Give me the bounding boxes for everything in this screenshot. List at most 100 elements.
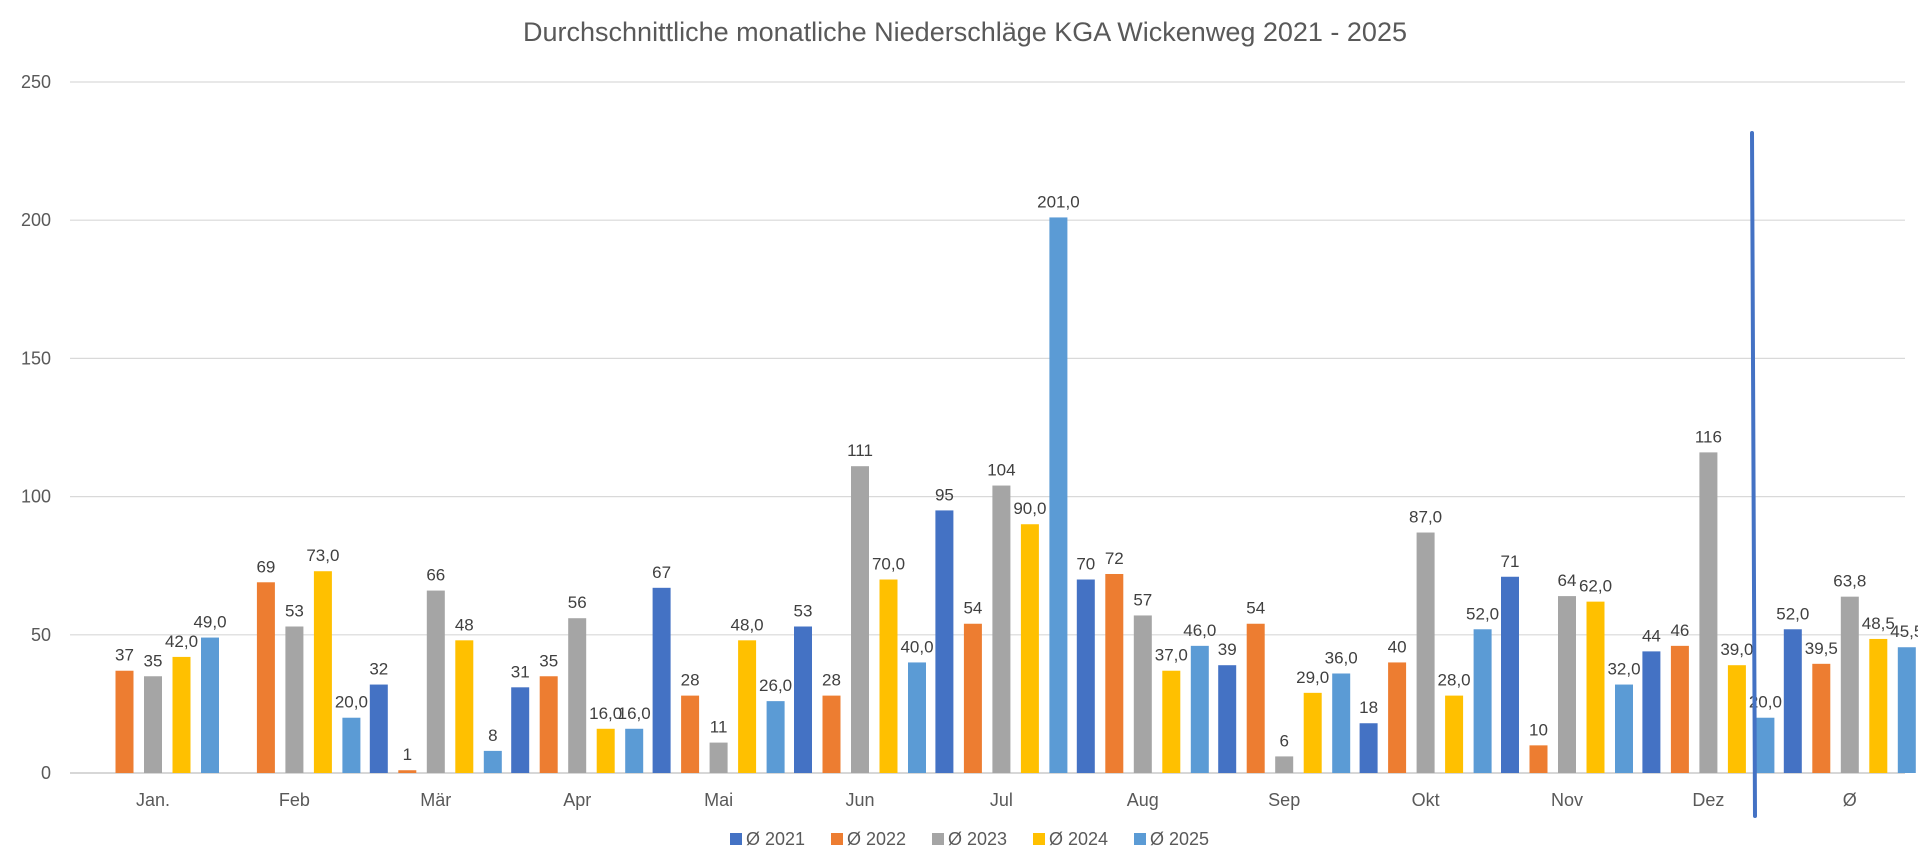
bar-avg-2024-dez [1727,665,1746,773]
bar-avg-2021-maer [369,684,388,773]
bar-avg-2025-okt [1473,629,1492,773]
y-tick-label-50: 50 [31,625,51,645]
data-label-avg-2025-nov: 32,0 [1607,660,1640,679]
bar-avg-2022-okt [1388,662,1407,773]
data-label-avg-2022-apr: 35 [539,651,558,670]
bar-avg-2022-nov [1529,745,1548,773]
data-label-avg-2023-jul: 104 [987,461,1015,480]
data-label-avg-2022-jan: 37 [115,646,134,665]
legend-swatch-avg-2021 [730,833,742,845]
bar-avg-2025-sep [1332,673,1351,773]
y-tick-label-150: 150 [21,348,51,368]
bar-avg-2021-avg [1783,629,1802,773]
bar-avg-2022-jun [822,695,841,773]
data-label-avg-2025-avg: 45,5 [1890,622,1918,641]
bar-avg-2023-feb [285,626,304,773]
data-label-avg-2022-mai: 28 [681,671,700,690]
x-tick-label-jun: Jun [845,790,874,810]
bar-avg-2022-mai [681,695,700,773]
data-label-avg-2024-apr: 16,0 [589,704,622,723]
data-label-avg-2024-avg: 48,5 [1862,614,1895,633]
bar-avg-2024-jul [1020,524,1039,773]
bar-avg-2024-feb [313,571,332,773]
data-label-avg-2024-jun: 70,0 [872,555,905,574]
data-label-avg-2021-jul: 95 [935,485,954,504]
x-tick-label-aug: Aug [1127,790,1159,810]
bar-avg-2025-feb [342,717,361,773]
bar-avg-2024-jan [172,656,191,773]
bar-avg-2022-avg [1812,663,1831,773]
bar-avg-2025-avg [1897,647,1916,773]
data-label-avg-2022-nov: 10 [1529,720,1548,739]
y-tick-label-0: 0 [41,763,51,783]
bar-avg-2023-sep [1275,756,1294,773]
data-label-avg-2025-feb: 20,0 [335,693,368,712]
bar-avg-2025-apr [625,728,644,773]
x-axis-category-labels: Jan. Feb Mär Apr Mai Jun Jul Aug Sep Okt Nov Dez Ø [136,790,1857,810]
data-label-avg-2022-dez: 46 [1670,621,1689,640]
data-label-avg-2024-maer: 48 [455,615,474,634]
data-label-avg-2022-okt: 40 [1388,637,1407,656]
bar-avg-2023-avg [1840,596,1859,773]
bar-avg-2021-jul [935,510,954,773]
data-label-avg-2021-sep: 39 [1218,640,1237,659]
bar-avg-2024-okt [1445,695,1464,773]
x-tick-label-jul: Jul [990,790,1013,810]
bar-avg-2025-dez [1756,717,1775,773]
data-label-avg-2025-dez: 20,0 [1749,693,1782,712]
separator [1750,131,1757,818]
data-labels: 32 31 67 53 95 70 39 18 71 44 52,0 37 69 1 35 28 28 54 72 5… [115,192,1918,764]
data-label-avg-2021-avg: 52,0 [1776,604,1809,623]
bar-avg-2023-jul [992,485,1011,773]
bar-avg-2022-sep [1246,623,1265,773]
data-label-avg-2023-mai: 11 [710,718,728,737]
legend-swatch-avg-2025 [1134,833,1146,845]
y-tick-label-100: 100 [21,487,51,507]
bar-avg-2022-apr [539,676,558,773]
data-label-avg-2023-jan: 35 [144,651,163,670]
data-label-avg-2025-maer: 8 [488,726,497,745]
legend-swatch-avg-2022 [831,833,843,845]
data-label-avg-2025-jan: 49,0 [193,613,226,632]
x-tick-label-okt: Okt [1412,790,1440,810]
legend-label-avg-2023: Ø 2023 [948,829,1007,849]
data-label-avg-2022-jul: 54 [963,599,982,618]
bar-avg-2025-jan [201,637,219,773]
bar-avg-2023-mai [709,742,728,773]
data-label-avg-2024-jan: 42,0 [165,632,198,651]
legend-label-avg-2025: Ø 2025 [1150,829,1209,849]
bar-avg-2024-jun [879,579,898,773]
data-label-avg-2024-okt: 28,0 [1438,671,1471,690]
bar-avg-2021-apr [511,687,530,773]
data-label-avg-2025-apr: 16,0 [618,704,651,723]
bar-avg-2021-jun [794,626,812,773]
bar-avg-2024-maer [455,640,474,773]
data-label-avg-2025-jun: 40,0 [900,637,933,656]
data-label-avg-2024-jul: 90,0 [1013,499,1046,518]
chart-title: Durchschnittliche monatliche Niederschlä… [523,17,1407,47]
bar-avg-2023-dez [1699,452,1718,773]
legend-label-avg-2021: Ø 2021 [746,829,805,849]
data-label-avg-2021-apr: 31 [511,662,530,681]
bar-avg-2021-mai [652,587,671,773]
data-label-avg-2022-maer: 1 [403,745,412,764]
bar-avg-2023-jun [851,466,869,773]
data-label-avg-2024-dez: 39,0 [1720,640,1753,659]
x-tick-label-mai: Mai [704,790,733,810]
y-tick-label-200: 200 [21,210,51,230]
x-tick-label-feb: Feb [279,790,310,810]
data-label-avg-2023-feb: 53 [285,602,304,621]
data-label-avg-2022-jun: 28 [822,671,841,690]
bar-avg-2025-maer [483,750,502,773]
bar-avg-2024-mai [738,640,757,773]
bar-avg-2022-dez [1670,645,1689,773]
x-tick-label-apr: Apr [563,790,591,810]
separator-line [1750,131,1757,818]
bar-avg-2021-aug [1076,579,1095,773]
y-tick-label-250: 250 [21,72,51,92]
bar-avg-2023-aug [1133,615,1152,773]
bar-avg-2023-apr [568,618,587,773]
bar-avg-2025-nov [1615,684,1633,773]
